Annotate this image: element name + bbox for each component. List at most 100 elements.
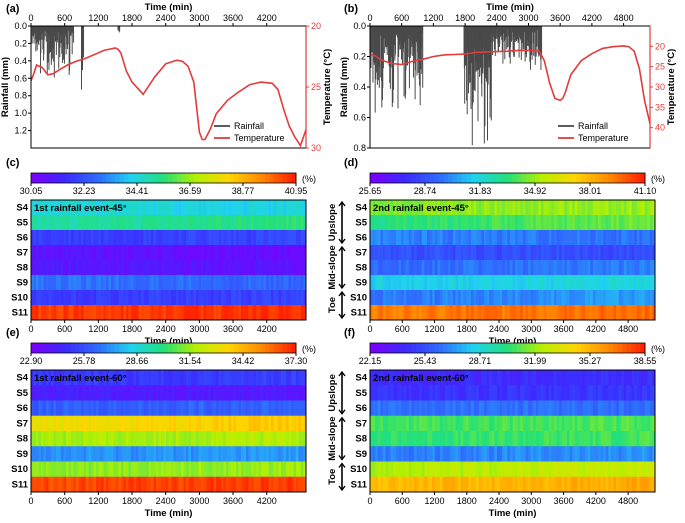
heatmap-cell xyxy=(543,385,547,401)
colorbar-segment xyxy=(44,173,50,183)
heatmap-cell xyxy=(587,230,591,246)
heatmap-cell xyxy=(198,446,202,462)
heatmap-cell xyxy=(196,385,199,401)
heatmap-cell xyxy=(395,476,399,493)
colorbar-segment xyxy=(291,343,297,353)
heatmap-cell xyxy=(303,431,307,447)
heatmap-cell xyxy=(158,385,162,401)
heatmap-cell xyxy=(41,305,44,321)
heatmap-cell xyxy=(253,260,257,276)
colorbar-segment xyxy=(123,343,129,353)
heatmap-cell xyxy=(437,305,441,321)
heatmap-cell xyxy=(48,260,52,276)
heatmap-cell xyxy=(476,415,480,432)
heatmap-cell xyxy=(71,275,74,291)
heatmap-cell xyxy=(427,415,430,432)
heatmap-cell xyxy=(293,275,297,291)
heatmap-cell xyxy=(600,230,604,246)
heatmap-cell xyxy=(636,431,640,447)
heatmap-cell xyxy=(390,200,394,216)
heatmap-cell xyxy=(429,400,433,417)
heatmap-cell xyxy=(579,461,583,478)
rainfall-event-annotation: 2nd rainfall event-60° xyxy=(373,373,469,384)
heatmap-cell xyxy=(424,415,428,432)
heatmap-cell xyxy=(543,275,547,291)
heatmap-cell xyxy=(216,446,219,462)
heatmap-cell xyxy=(113,400,117,417)
heatmap-cell xyxy=(146,415,149,432)
heatmap-cell xyxy=(541,476,544,493)
heatmap-cell xyxy=(261,230,264,246)
heatmap-cell xyxy=(33,446,37,462)
colorbar-segment xyxy=(516,173,522,183)
row-label: S4 xyxy=(355,373,367,384)
heatmap-cell xyxy=(238,290,242,306)
heatmap-cell xyxy=(86,431,89,447)
heatmap-cell xyxy=(489,290,493,306)
heatmap-cell xyxy=(176,370,179,386)
heatmap-cell xyxy=(216,230,219,246)
colorbar-segment xyxy=(212,343,217,353)
heatmap-cell xyxy=(499,230,503,246)
heatmap-cell xyxy=(577,370,581,386)
heatmap-cell xyxy=(56,275,59,291)
heatmap-cell xyxy=(273,275,277,291)
heatmap-cell xyxy=(303,260,307,276)
heatmap-cell xyxy=(585,476,589,493)
colorbar-segment xyxy=(379,173,385,183)
row-label: S4 xyxy=(16,373,28,384)
y-left-title: Rainfall (mm) xyxy=(339,57,350,117)
heatmap-cell xyxy=(233,215,237,231)
colorbar-segment xyxy=(567,173,573,183)
heatmap-cell xyxy=(522,200,526,216)
heatmap-cell xyxy=(88,290,92,306)
heatmap-cell xyxy=(551,431,555,447)
heatmap-cell xyxy=(186,200,189,216)
heatmap-cell xyxy=(507,230,511,246)
heatmap-cell xyxy=(256,446,259,462)
heatmap-cell xyxy=(141,215,144,231)
heatmap-cell xyxy=(528,260,532,276)
heatmap-cell xyxy=(463,275,467,291)
heatmap-cell xyxy=(489,415,493,432)
panel-label: (d) xyxy=(344,157,358,169)
heatmap-cell xyxy=(408,260,412,276)
colorbar-segment xyxy=(507,173,513,183)
heatmap-cell xyxy=(293,400,297,417)
colorbar-segment xyxy=(498,173,504,183)
heatmap-cell xyxy=(263,431,267,447)
heatmap-cell xyxy=(579,476,583,493)
heatmap-cell xyxy=(236,446,239,462)
colorbar-segment xyxy=(635,173,641,183)
heatmap-cell xyxy=(231,260,234,276)
heatmap-cell xyxy=(53,461,57,478)
heatmap-cell xyxy=(471,385,475,401)
heatmap-cell xyxy=(595,476,599,493)
heatmap-cell xyxy=(158,245,162,261)
heatmap-cell xyxy=(103,290,107,306)
heatmap-cell xyxy=(273,446,277,462)
heatmap-cell xyxy=(579,275,583,291)
heatmap-cell xyxy=(621,290,625,306)
x-tick-label: 3000 xyxy=(521,324,541,334)
heatmap-cell xyxy=(455,215,459,231)
heatmap-cell xyxy=(301,215,304,231)
heatmap-cell xyxy=(136,446,139,462)
heatmap-cell xyxy=(471,245,475,261)
colorbar-segment xyxy=(425,343,431,353)
heatmap-cell xyxy=(83,415,87,432)
heatmap-cell xyxy=(411,305,415,321)
heatmap-cell xyxy=(484,461,487,478)
panel-label: (a) xyxy=(6,3,20,15)
heatmap-cell xyxy=(228,461,232,478)
colorbar-segment xyxy=(154,173,160,183)
heatmap-cell xyxy=(78,305,82,321)
heatmap-cell xyxy=(261,200,264,216)
heatmap-cell xyxy=(484,245,487,261)
heatmap-cell xyxy=(203,431,207,447)
heatmap-cell xyxy=(642,215,646,231)
colorbar-segment xyxy=(489,343,495,353)
heatmap-cell xyxy=(372,290,376,306)
heatmap-cell xyxy=(148,476,152,493)
heatmap-cell xyxy=(564,446,568,462)
